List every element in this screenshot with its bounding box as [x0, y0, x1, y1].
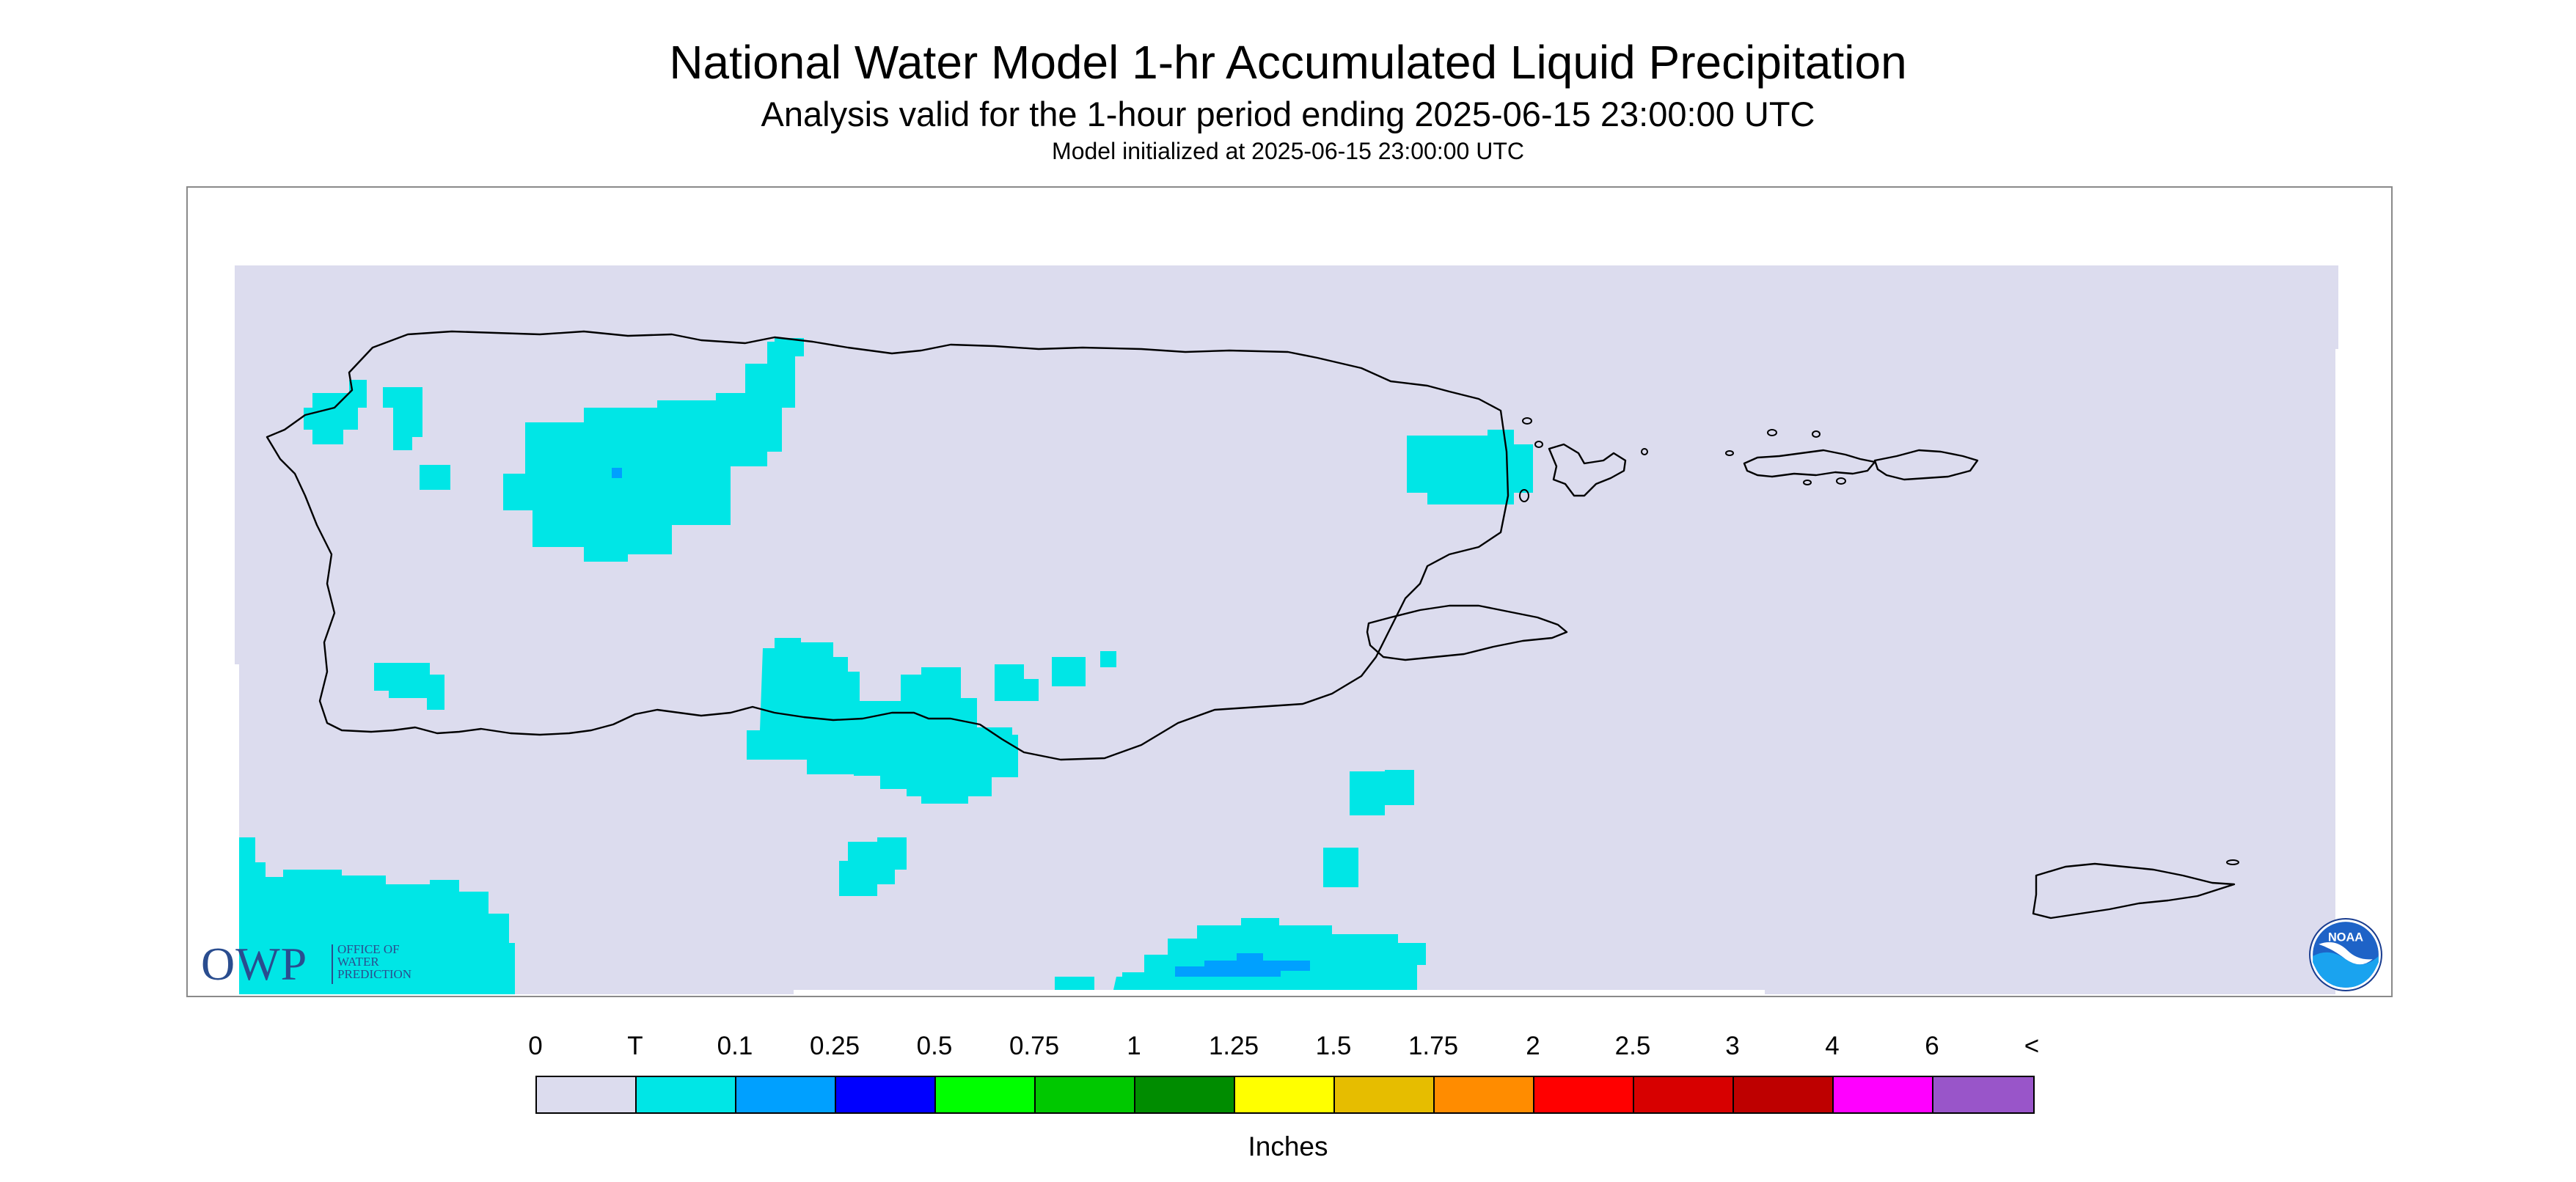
legend-tick-label: 0: [528, 1032, 543, 1060]
legend-tick-label: 0.75: [1009, 1032, 1060, 1060]
model-init-time: Model initialized at 2025-06-15 23:00:00…: [1052, 138, 1524, 164]
islet-5: [1767, 429, 1777, 436]
islet-2: [1534, 441, 1543, 448]
coastline-puerto-rico: [266, 330, 1510, 761]
noaa-logo-text: NOAA: [2328, 931, 2363, 944]
legend-colorbar: [535, 1076, 2035, 1114]
precip-area-central-spot-3: [1100, 651, 1116, 667]
precip-area-offshore-east: [1350, 770, 1414, 815]
legend-tick-label: T: [627, 1032, 643, 1060]
legend-swatch-4: [936, 1077, 1036, 1112]
model-domain: [235, 265, 2338, 994]
precip-0.1-spots: [612, 468, 1310, 977]
legend-tick-label: 1.5: [1315, 1032, 1352, 1060]
coastline-culebra: [1548, 443, 1627, 497]
legend-swatch-14: [1933, 1077, 2033, 1112]
legend-tick-label: 1.75: [1408, 1032, 1459, 1060]
legend-tick-label: 3: [1725, 1032, 1740, 1060]
legend-swatch-6: [1135, 1077, 1235, 1112]
precip-area-offshore-south-1: [839, 837, 907, 896]
precip-area-west-small: [383, 387, 422, 450]
legend-swatch-2: [736, 1077, 836, 1112]
legend-swatch-0: [537, 1077, 637, 1112]
legend-tick-label: <: [2024, 1032, 2040, 1060]
legend-tick-label: 6: [1925, 1032, 1939, 1060]
legend-tick-label: 0.1: [717, 1032, 753, 1060]
precip-area-offshore-south-2: [1323, 848, 1358, 887]
owp-logo-line-2: WATER: [337, 955, 379, 969]
islet-10: [2226, 859, 2239, 865]
precip-area-southwest-interior: [374, 663, 444, 710]
legend-tick-label: 1: [1127, 1032, 1141, 1060]
map-panel: OWP OFFICE OF WATER PREDICTION NOAA: [186, 186, 2393, 997]
islet-3: [1519, 489, 1529, 502]
legend-units-label: Inches: [1248, 1131, 1328, 1161]
legend-swatch-3: [836, 1077, 936, 1112]
coastlines: [266, 330, 2236, 919]
precip-area-central-spot-2: [1052, 657, 1086, 686]
map-title: National Water Model 1-hr Accumulated Li…: [669, 36, 1907, 89]
map-subtitle: Analysis valid for the 1-hour period end…: [761, 95, 1815, 133]
legend-swatch-12: [1734, 1077, 1834, 1112]
precip-area-caribbean-south-small: [1055, 977, 1094, 990]
legend-tick-label: 2: [1526, 1032, 1540, 1060]
legend-tick-label: 2.5: [1614, 1032, 1651, 1060]
precip-area-central-spot-1: [995, 664, 1039, 701]
precip-spot-northwest: [612, 468, 622, 478]
legend-tick-label: 0.5: [916, 1032, 953, 1060]
islet-8: [1836, 477, 1846, 485]
precip-area-northwest-interior: [503, 338, 804, 562]
precip-area-southwest-corner: [239, 837, 515, 994]
legend-swatch-1: [637, 1077, 736, 1112]
coastline-small-islands: [1519, 417, 2239, 865]
legend-swatch-9: [1435, 1077, 1534, 1112]
legend-swatch-13: [1834, 1077, 1933, 1112]
precip-area-northeast: [1407, 430, 1533, 504]
precip-spot-caribbean: [1175, 953, 1310, 977]
legend-swatch-11: [1634, 1077, 1734, 1112]
color-legend: 0 T 0.1 0.25 0.5 0.75 1 1.25 1.5 1.75 2 2.5 3 4 6 < Inc…: [0, 1023, 2576, 1170]
precip-area-south-central: [747, 638, 1018, 804]
noaa-logo-icon: NOAA: [2309, 918, 2382, 991]
owp-logo-letters: OWP: [201, 938, 308, 990]
coastline-st-john: [1873, 449, 1979, 481]
legend-swatch-7: [1235, 1077, 1335, 1112]
islet-9: [1803, 480, 1812, 485]
coastline-st-croix: [2032, 862, 2236, 919]
legend-swatch-10: [1534, 1077, 1634, 1112]
coastline-st-thomas: [1743, 449, 1876, 478]
precip-area-west-coast: [304, 380, 367, 444]
legend-swatch-8: [1335, 1077, 1435, 1112]
owp-logo-divider: [332, 944, 333, 984]
owp-logo-line-1: OFFICE OF: [337, 942, 400, 956]
islet-7: [1725, 450, 1734, 456]
coastline-vieques: [1366, 604, 1568, 661]
islet-1: [1522, 417, 1532, 425]
legend-tick-label: 1.25: [1208, 1032, 1259, 1060]
legend-swatch-5: [1036, 1077, 1135, 1112]
owp-logo-text: OFFICE OF WATER PREDICTION: [337, 943, 455, 980]
legend-tick-label: 4: [1825, 1032, 1840, 1060]
islet-4: [1641, 448, 1648, 455]
precipitation-map: [235, 265, 2338, 994]
islet-6: [1812, 430, 1821, 438]
precip-area-west-patch: [420, 465, 450, 490]
legend-tick-label: 0.25: [809, 1032, 860, 1060]
owp-logo-line-3: PREDICTION: [337, 967, 412, 981]
